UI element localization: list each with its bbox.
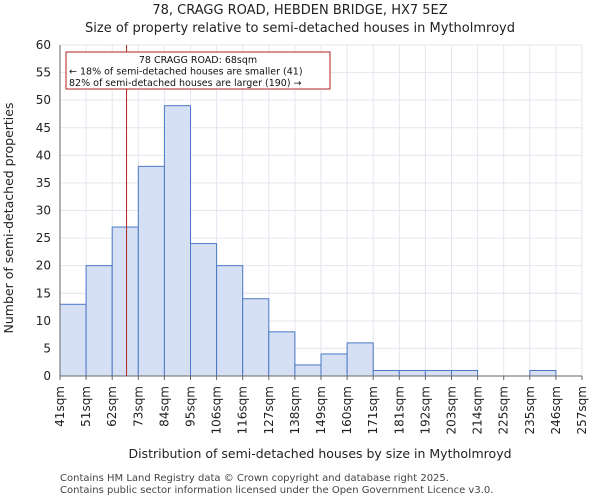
histogram-bar — [451, 369, 479, 377]
x-tick-label: 51sqm — [79, 386, 93, 427]
y-tick-label: 55 — [36, 66, 51, 80]
histogram-bar — [190, 243, 218, 377]
histogram-bar — [111, 226, 139, 377]
chart-title-block: 78, CRAGG ROAD, HEBDEN BRIDGE, HX7 5EZ S… — [0, 2, 600, 38]
histogram-bar — [268, 331, 296, 377]
y-tick-label: 40 — [36, 148, 51, 162]
y-tick-label: 0 — [43, 369, 51, 383]
x-tick-label: 257sqm — [575, 386, 589, 434]
y-tick-label: 45 — [36, 121, 51, 135]
y-tick-label: 50 — [36, 93, 51, 107]
histogram-bar — [320, 353, 348, 377]
axes: 0 5 10 15 20 25 30 35 40 45 50 55 60 41sqm 51sqm 62sqm 7… — [36, 38, 589, 434]
chart-subtitle: Size of property relative to semi-detach… — [85, 21, 515, 36]
histogram-bar — [137, 165, 165, 377]
x-tick-label: 235sqm — [523, 386, 537, 434]
chart-title-address: 78, CRAGG ROAD, HEBDEN BRIDGE, HX7 5EZ — [152, 3, 448, 18]
footer-line-2: Contains public sector information licen… — [60, 485, 494, 496]
histogram-bars — [59, 105, 557, 377]
x-tick-label: 171sqm — [366, 386, 380, 434]
histogram-bar — [372, 369, 400, 377]
x-tick-label: 138sqm — [288, 386, 302, 434]
x-tick-label: 203sqm — [445, 386, 459, 434]
x-tick-label: 214sqm — [471, 386, 485, 434]
histogram-bar — [424, 369, 452, 377]
footer-credits: Contains HM Land Registry data © Crown c… — [60, 473, 493, 497]
histogram-bar — [59, 303, 87, 377]
x-tick-label: 127sqm — [262, 386, 276, 434]
y-axis-title: Number of semi-detached properties — [1, 103, 16, 334]
histogram-bar — [242, 298, 270, 377]
x-tick-label: 84sqm — [157, 386, 171, 427]
x-tick-label: 149sqm — [314, 386, 328, 434]
y-tick-label: 25 — [36, 231, 51, 245]
y-tick-label: 20 — [36, 259, 51, 273]
annotation-box: 78 CRAGG ROAD: 68sqm← 18% of semi-detach… — [65, 51, 331, 90]
y-tick-label: 30 — [36, 204, 51, 218]
histogram-bar — [346, 342, 374, 377]
histogram-bar — [398, 369, 426, 377]
x-tick-label: 41sqm — [53, 386, 67, 427]
x-tick-label: 246sqm — [549, 386, 563, 434]
y-tick-label: 60 — [36, 38, 51, 52]
x-tick-label: 225sqm — [497, 386, 511, 434]
x-tick-label: 106sqm — [210, 386, 224, 434]
x-tick-label: 62sqm — [105, 386, 119, 427]
x-tick-label: 160sqm — [340, 386, 354, 434]
annotation-line-1: 78 CRAGG ROAD: 68sqm — [139, 55, 257, 66]
annotation-line-3: 82% of semi-detached houses are larger (… — [69, 78, 302, 89]
x-tick-label: 181sqm — [392, 386, 406, 434]
histogram-bar — [163, 105, 191, 377]
histogram-bar — [85, 265, 113, 377]
histogram-bar — [529, 369, 557, 377]
y-tick-label: 10 — [36, 314, 51, 328]
x-tick-label: 116sqm — [236, 386, 250, 434]
annotation-line-2: ← 18% of semi-detached houses are smalle… — [69, 67, 303, 78]
y-tick-label: 15 — [36, 286, 51, 300]
y-tick-label: 5 — [43, 341, 51, 355]
x-axis-title: Distribution of semi-detached houses by … — [128, 446, 511, 461]
annotation-frame — [65, 51, 331, 90]
gridlines — [59, 44, 583, 377]
footer-line-1: Contains HM Land Registry data © Crown c… — [60, 473, 449, 484]
histogram-bar — [294, 364, 322, 377]
x-tick-label: 192sqm — [418, 386, 432, 434]
y-tick-label: 35 — [36, 176, 51, 190]
x-tick-label: 95sqm — [184, 386, 198, 427]
histogram-bar — [216, 265, 244, 377]
x-tick-label: 73sqm — [131, 386, 145, 427]
